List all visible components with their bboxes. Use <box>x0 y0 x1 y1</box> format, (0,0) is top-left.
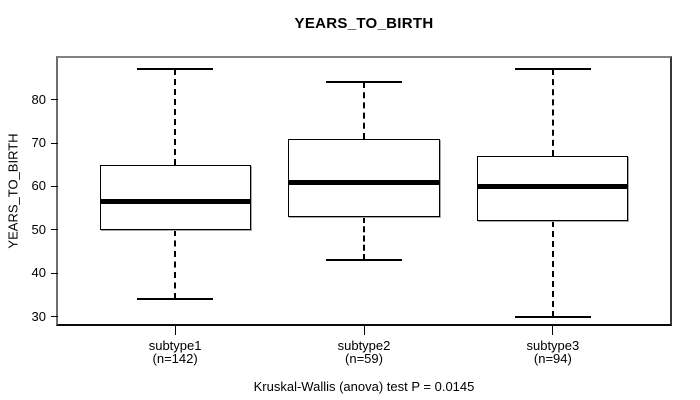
whisker-line-lower <box>551 221 554 317</box>
y-axis-tick-label: 40 <box>31 265 46 281</box>
whisker-line-lower <box>174 229 177 300</box>
y-axis-tick <box>51 272 58 274</box>
median-line <box>477 183 629 189</box>
whisker-line-lower <box>363 216 365 261</box>
box-iqr <box>99 164 251 230</box>
y-axis-tick-label: 80 <box>31 91 46 107</box>
whisker-line-upper <box>551 69 554 157</box>
whisker-line-upper <box>174 69 177 165</box>
whisker-cap-min <box>326 259 402 262</box>
x-category-label: subtype2 (n=59) <box>284 339 444 365</box>
chart-title: YEARS_TO_BIRTH <box>294 15 434 32</box>
y-axis-tick <box>51 185 58 187</box>
whisker-cap-max <box>326 81 402 84</box>
x-category-name: subtype3 <box>526 338 580 353</box>
x-category-label: subtype3 (n=94) <box>473 339 633 365</box>
y-axis-tick <box>51 99 58 101</box>
x-axis-tick <box>363 326 365 335</box>
x-category-count: (n=59) <box>345 351 383 366</box>
median-line <box>288 179 440 185</box>
x-axis-tick <box>174 326 176 335</box>
y-axis-tick-label: 30 <box>31 308 46 324</box>
whisker-cap-min <box>137 298 213 301</box>
x-category-name: subtype1 <box>148 338 202 353</box>
median-line <box>99 199 251 205</box>
y-axis-tick-label: 70 <box>31 135 46 151</box>
annotation-text: Kruskal-Wallis (anova) test P = 0.0145 <box>253 379 475 394</box>
y-axis-tick <box>51 142 58 144</box>
x-category-label: subtype1 (n=142) <box>95 339 255 365</box>
y-axis-tick <box>51 316 58 318</box>
y-axis-tick-label: 60 <box>31 178 46 194</box>
x-category-name: subtype2 <box>337 338 391 353</box>
x-axis-tick <box>552 326 554 335</box>
box-iqr <box>288 138 440 217</box>
whisker-cap-max <box>515 68 591 71</box>
y-axis-tick-label: 50 <box>31 221 46 237</box>
x-category-count: (n=142) <box>152 351 198 366</box>
whisker-line-upper <box>363 82 365 139</box>
whisker-cap-max <box>137 68 213 71</box>
x-category-count: (n=94) <box>533 351 572 366</box>
y-axis-tick <box>51 229 58 231</box>
whisker-cap-min <box>515 315 591 318</box>
